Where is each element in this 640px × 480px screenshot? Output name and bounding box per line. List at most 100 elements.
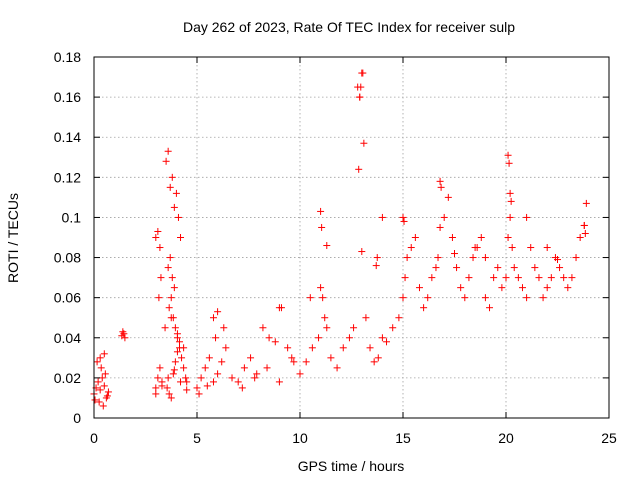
- data-point: [251, 374, 259, 382]
- data-point: [505, 159, 513, 167]
- data-point: [306, 294, 314, 302]
- data-point: [164, 264, 172, 272]
- data-point: [120, 330, 128, 338]
- data-point: [333, 364, 341, 372]
- data-point: [178, 354, 186, 362]
- y-tick-label: 0.14: [54, 129, 81, 145]
- data-point: [155, 294, 163, 302]
- data-point: [193, 384, 201, 392]
- data-point: [451, 250, 458, 258]
- axis-ticks: [93, 56, 610, 419]
- data-point: [360, 139, 368, 147]
- data-point: [317, 207, 325, 215]
- data-point: [362, 314, 370, 322]
- chart-title: Day 262 of 2023, Rate Of TEC Index for r…: [183, 19, 515, 35]
- y-tick-label: 0.02: [54, 370, 81, 386]
- data-point: [436, 223, 444, 231]
- data-point: [154, 374, 162, 382]
- data-point: [508, 244, 516, 252]
- data-point: [510, 264, 518, 272]
- data-point: [531, 264, 539, 272]
- data-point: [180, 344, 188, 352]
- data-point: [101, 370, 109, 378]
- data-point: [222, 344, 230, 352]
- data-point: [104, 388, 112, 396]
- data-point: [170, 366, 178, 374]
- data-point: [498, 284, 506, 292]
- data-point: [514, 274, 522, 282]
- data-point: [366, 344, 374, 352]
- data-point: [197, 374, 205, 382]
- data-point: [373, 254, 381, 262]
- data-point: [220, 324, 228, 332]
- data-point: [457, 284, 465, 292]
- data-point: [238, 384, 246, 392]
- data-point: [432, 264, 440, 272]
- data-point: [469, 254, 477, 262]
- data-point: [182, 374, 190, 382]
- data-point: [152, 384, 160, 392]
- y-tick-label: 0.06: [54, 290, 81, 306]
- data-point: [370, 358, 378, 366]
- data-point: [356, 93, 364, 101]
- data-point: [350, 324, 358, 332]
- data-point: [265, 334, 273, 342]
- y-tick-label: 0.18: [54, 49, 81, 65]
- data-point: [327, 354, 335, 362]
- data-point: [378, 334, 386, 342]
- data-point: [357, 83, 365, 91]
- data-point: [284, 344, 292, 352]
- data-point: [97, 364, 105, 372]
- data-point: [486, 304, 494, 312]
- data-point: [173, 348, 181, 356]
- y-tick-label: 0.04: [54, 330, 81, 346]
- data-point: [95, 398, 103, 406]
- data-point: [168, 274, 176, 282]
- data-point: [481, 254, 489, 262]
- data-point: [400, 217, 408, 225]
- data-point: [168, 173, 176, 181]
- data-point: [205, 354, 213, 362]
- data-point: [395, 314, 403, 322]
- data-point: [209, 314, 217, 322]
- data-point: [355, 165, 363, 173]
- data-point: [175, 338, 183, 346]
- data-point: [167, 394, 175, 402]
- data-point: [166, 183, 174, 191]
- data-point: [506, 189, 514, 197]
- data-point: [209, 378, 217, 386]
- data-point: [504, 234, 512, 241]
- data-point: [218, 358, 226, 366]
- x-tick-label: 15: [395, 430, 411, 446]
- data-point: [156, 364, 164, 372]
- data-point: [490, 274, 498, 282]
- data-point: [477, 234, 485, 241]
- data-point: [543, 244, 551, 252]
- data-point: [444, 193, 452, 201]
- data-point: [372, 262, 380, 270]
- data-point: [214, 308, 222, 316]
- data-point: [169, 370, 177, 378]
- data-point: [263, 364, 271, 372]
- data-point: [358, 248, 366, 256]
- plot-frame: [93, 56, 610, 419]
- data-point: [437, 183, 445, 191]
- data-point: [448, 234, 456, 241]
- data-point: [183, 378, 191, 386]
- data-point: [180, 364, 188, 372]
- data-point: [177, 378, 185, 386]
- data-point: [172, 189, 180, 197]
- data-point: [481, 294, 489, 302]
- data-point: [100, 382, 108, 390]
- x-axis-label: GPS time / hours: [298, 458, 405, 474]
- data-point: [568, 274, 576, 282]
- data-point: [253, 370, 261, 378]
- data-points: [90, 69, 590, 410]
- data-point: [228, 374, 236, 382]
- data-point: [100, 350, 108, 358]
- data-point: [183, 386, 191, 394]
- data-point: [247, 354, 255, 362]
- data-point: [158, 382, 166, 390]
- data-point: [554, 256, 561, 264]
- data-point: [407, 244, 415, 252]
